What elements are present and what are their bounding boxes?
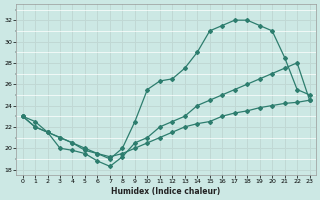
X-axis label: Humidex (Indice chaleur): Humidex (Indice chaleur) [111,187,221,196]
